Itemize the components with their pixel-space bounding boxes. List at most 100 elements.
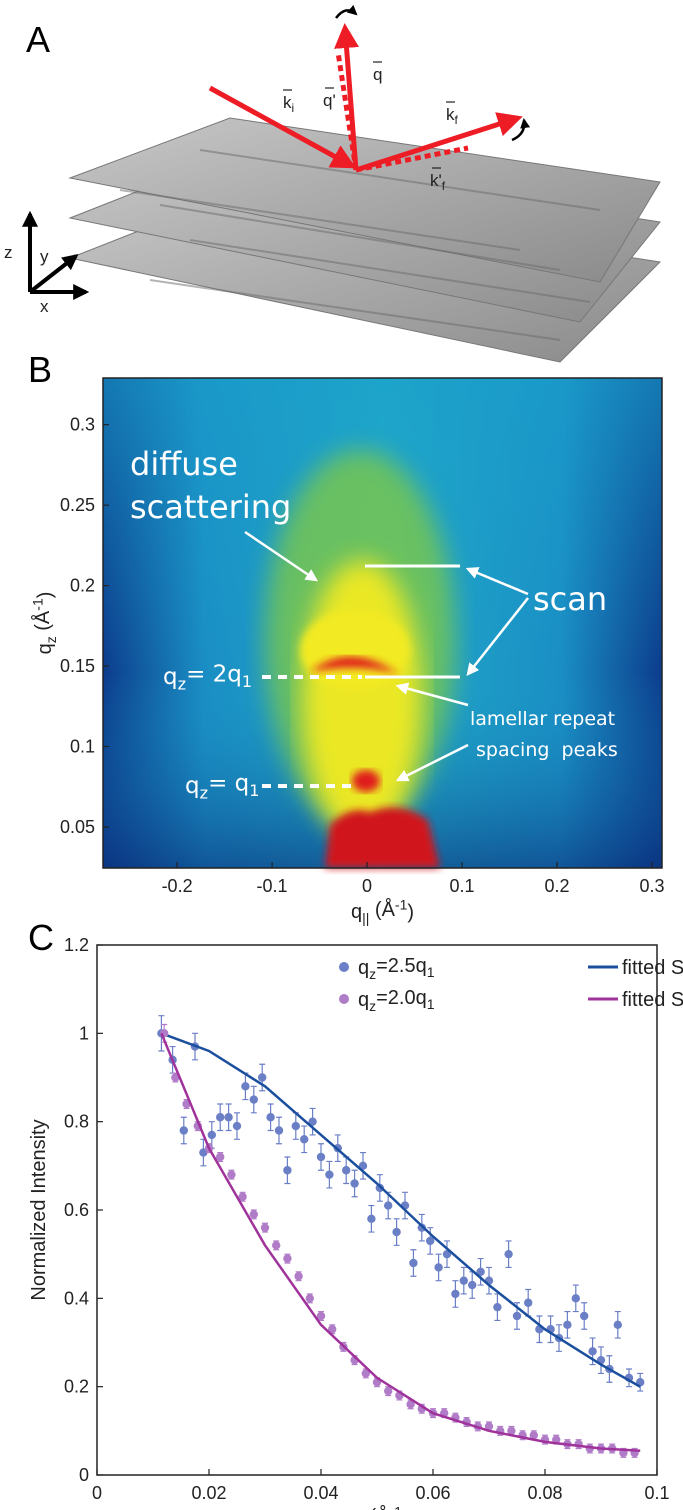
text-part: = q — [208, 771, 249, 797]
annotation: scattering — [130, 488, 291, 526]
point — [434, 1263, 443, 1272]
point — [512, 1311, 522, 1321]
text-part: -1 — [389, 1504, 402, 1510]
text-part: q — [351, 901, 362, 923]
point — [300, 1135, 309, 1144]
point — [384, 1386, 393, 1396]
point — [493, 1302, 502, 1312]
vector-arrows — [283, 61, 455, 169]
x-tick-label: -0.1 — [257, 876, 288, 896]
text-part: z — [43, 636, 59, 643]
point — [384, 1201, 393, 1210]
point — [249, 1095, 258, 1104]
y-tick-label: 0.4 — [64, 1288, 89, 1308]
legend-marker — [339, 962, 349, 972]
label-ki: ki — [283, 93, 294, 115]
arrow-kf — [355, 112, 523, 173]
point — [241, 1082, 250, 1091]
legend-label: fitted S(q) — [622, 957, 683, 979]
x-tick-label: -0.2 — [162, 876, 193, 896]
point — [588, 1347, 597, 1356]
y-tick-label: 0.3 — [70, 415, 95, 435]
text-part: k — [283, 93, 292, 112]
text-part: q' — [323, 91, 336, 110]
text-part: z — [200, 784, 208, 803]
text-part: ) — [407, 902, 414, 924]
point — [459, 1276, 468, 1285]
point — [571, 1294, 580, 1303]
sheets — [68, 117, 662, 363]
point — [207, 1130, 216, 1140]
point — [468, 1280, 477, 1290]
text-part: 1 — [249, 781, 259, 800]
text-part: -1 — [395, 897, 408, 913]
text-part: k' — [430, 171, 442, 190]
label-q-prime: q' — [323, 91, 336, 110]
x-tick-label: 0.02 — [191, 1483, 226, 1503]
point — [524, 1298, 533, 1307]
text-part: -1 — [30, 598, 46, 611]
point — [283, 1254, 292, 1263]
point — [613, 1320, 622, 1330]
y-tick-label: 0.25 — [60, 495, 95, 515]
point — [316, 1152, 326, 1162]
y-tick-label: 1.2 — [64, 935, 89, 955]
point — [325, 1170, 334, 1179]
x-tick-label: 0.1 — [644, 1483, 669, 1503]
point — [258, 1073, 267, 1082]
y-axis-label: Normalized Intensity — [28, 1119, 50, 1300]
annotation: qz= 2q1 — [163, 662, 252, 694]
point — [529, 1431, 538, 1440]
point — [361, 1369, 370, 1378]
y-tick-label: 0.1 — [70, 737, 95, 757]
text-part: q — [345, 1508, 356, 1510]
text-part: 1 — [427, 996, 435, 1012]
point — [227, 1170, 236, 1179]
text-part: ) — [402, 1509, 409, 1510]
point — [272, 1241, 281, 1250]
text-part: q — [373, 65, 382, 84]
text-part: f — [455, 113, 459, 127]
heatmap-image — [103, 378, 662, 868]
point — [426, 1236, 435, 1246]
point — [305, 1294, 314, 1303]
point — [504, 1249, 513, 1259]
y-tick-label: 0.2 — [70, 576, 95, 596]
point — [274, 1126, 284, 1135]
y-tick-label: 1 — [79, 1023, 89, 1043]
point — [232, 1121, 242, 1131]
axis-x: x — [40, 297, 49, 316]
panel-label: A — [26, 19, 50, 60]
legend-marker — [339, 994, 349, 1004]
rotation — [511, 118, 531, 142]
text-part: i — [292, 101, 295, 115]
text-part: 1 — [427, 964, 435, 980]
label-kf-prime: k'f — [430, 171, 446, 193]
point — [308, 1117, 317, 1126]
point — [350, 1179, 359, 1188]
annotation: spacing peaks — [476, 739, 618, 761]
point — [484, 1422, 494, 1431]
text-part: q — [185, 773, 200, 799]
fit-line — [160, 1032, 641, 1452]
point — [367, 1214, 376, 1224]
point — [216, 1152, 225, 1162]
text-part: (Å — [31, 610, 54, 636]
annotation: scan — [533, 580, 607, 618]
coordinate-axes — [22, 210, 90, 300]
point — [316, 1311, 326, 1321]
legend-label: qz=2.5q1 — [358, 955, 435, 982]
y-tick-label: 0.15 — [60, 656, 95, 676]
text-part: || — [362, 910, 369, 926]
x-tick-label: 0.04 — [303, 1483, 338, 1503]
x-tick-label: 0.08 — [527, 1483, 562, 1503]
y-axis-label: qz (Å-1) — [30, 592, 59, 655]
text-part: q — [163, 664, 178, 690]
point — [563, 1320, 572, 1330]
point — [294, 1272, 303, 1281]
point — [406, 1400, 415, 1409]
plot-frame — [96, 944, 658, 1476]
text-part: z — [369, 998, 376, 1014]
x-tick-label: 0 — [92, 1483, 102, 1503]
